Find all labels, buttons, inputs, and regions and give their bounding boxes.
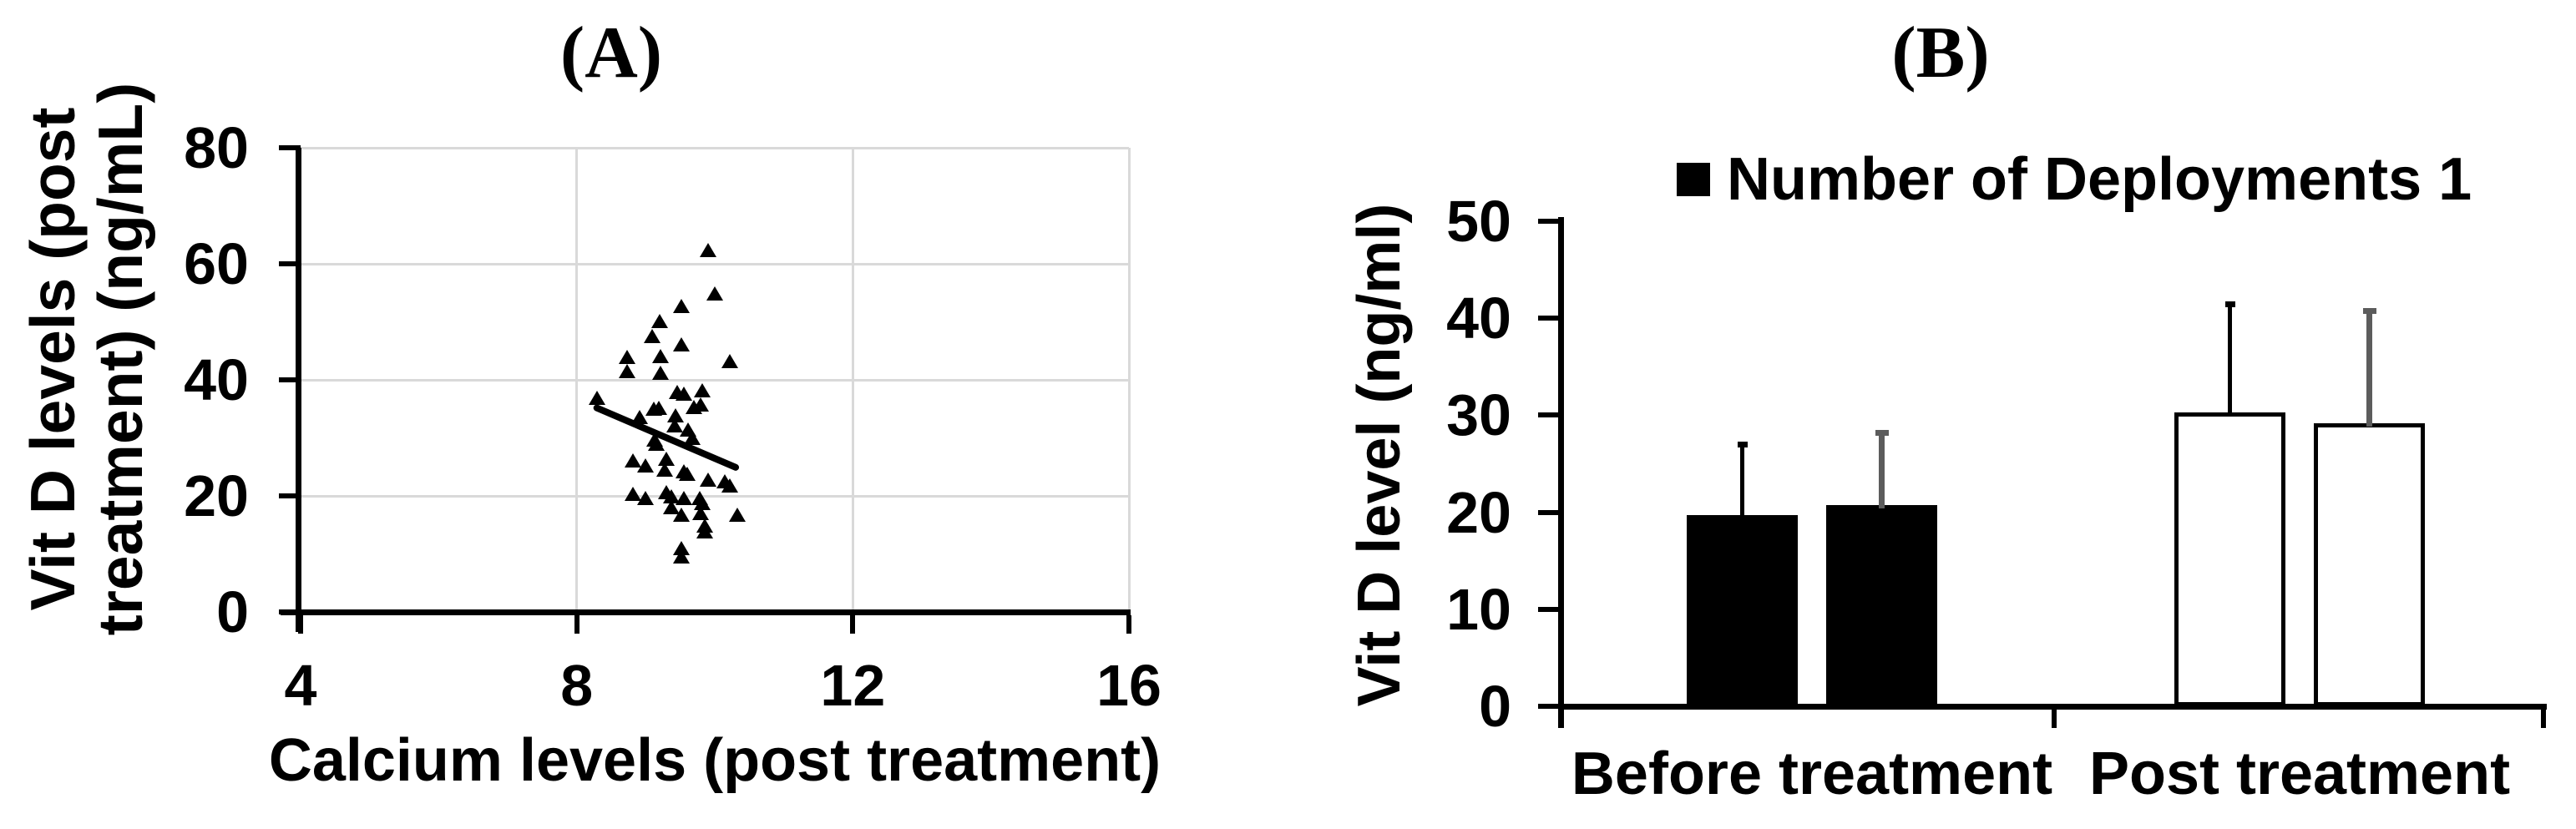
scatter-point [647,437,665,452]
panel-a-x-axis-label: Calcium levels (post treatment) [268,727,1161,794]
scatter-point [696,524,713,539]
panel-b-y-tick-label: 40 [1446,286,1511,351]
scatter-point [694,383,711,398]
panel-a-x-tick-label: 4 [284,653,317,718]
scatter-point [729,507,746,522]
panel-a-x-tick-label: 8 [560,653,594,718]
gridline-horizontal [301,262,1129,265]
legend-swatch-icon [1677,163,1710,196]
bar [1687,515,1798,706]
category-label: Before treatment [1571,741,2053,807]
panel-b-y-tick [1538,412,1560,418]
panel-b-y-tick [1538,509,1560,515]
panel-b-y-tick [1538,219,1560,224]
panel-a-x-tick [850,615,856,634]
scatter-point [721,478,739,493]
error-bar-cap [1737,442,1748,448]
panel-a-x-tick [1126,615,1132,634]
error-bar-line [2366,309,2372,427]
panel-b-y-tick [1538,316,1560,321]
panel-b-y-tick-label: 30 [1446,382,1511,448]
scatter-point [673,298,691,313]
panel-a-y-tick-label: 0 [216,579,249,644]
panel-b-x-tick [2052,710,2057,728]
scatter-point [651,365,669,380]
scatter-point [699,243,716,257]
scatter-point [683,431,701,446]
gridline-horizontal [301,146,1129,149]
panel-a-x-tick [574,615,579,634]
gridline-vertical [1127,148,1131,612]
scatter-point [643,328,660,343]
panel-a-y-axis-line [296,148,301,632]
scatter-point [673,337,691,352]
category-label: Post treatment [2088,741,2511,807]
legend-label: Number of Deployments 1 [1727,146,2472,213]
scatter-point [721,353,739,368]
panel-a-y-tick-label: 20 [184,463,249,528]
bar [2174,412,2285,706]
panel-a-y-tick [279,609,301,614]
scatter-point [650,313,668,328]
panel-b-y-tick-label: 20 [1446,479,1511,545]
scatter-point [666,417,684,432]
scatter-point [589,391,606,406]
panel-b-y-tick-label: 50 [1446,189,1511,254]
panel-b-y-tick-label: 10 [1446,576,1511,642]
scatter-point [686,399,703,414]
scatter-point [619,364,636,379]
panel-b-x-tick [1558,710,1563,728]
panel-a-y-axis-label-line1: Vit D levels (post [18,107,88,611]
panel-a-x-tick [298,615,303,634]
error-bar-cap [2362,307,2376,314]
scatter-point [636,457,654,473]
panel-b-y-tick-label: 0 [1479,674,1511,739]
scatter-point [673,507,691,522]
panel-a-x-axis-line [281,609,1131,615]
bar [1826,505,1937,706]
panel-a-x-tick-label: 12 [820,653,886,718]
scatter-point [650,401,668,416]
scatter-point [651,349,669,364]
error-bar-cap [1875,430,1889,437]
panel-a-y-tick [279,377,301,382]
scatter-point [678,467,696,482]
gridline-vertical [851,148,854,612]
panel-b-x-tick [2541,710,2546,728]
panel-a-title: (A) [559,13,663,94]
scatter-point [619,349,636,364]
panel-a-x-tick-label: 16 [1096,653,1161,718]
panel-b-x-axis-line [1558,704,2547,710]
panel-a-y-tick [279,261,301,266]
panel-b-y-tick [1538,606,1560,612]
scatter-point [673,548,691,564]
panel-b-legend: Number of Deployments 1 [1677,146,2472,213]
gridline-vertical [575,148,579,612]
scatter-point [706,286,724,301]
error-bar-line [1879,432,1885,509]
scatter-point [636,490,654,505]
bar [2314,422,2425,706]
error-bar-line [1740,443,1744,519]
error-bar-line [2228,302,2232,416]
scatter-point [675,386,692,401]
panel-a-y-tick [279,493,301,498]
gridline-horizontal [301,378,1129,382]
panel-b-y-tick [1538,704,1560,709]
panel-a-y-tick [279,145,301,150]
panel-a-y-tick-label: 40 [184,347,249,412]
scatter-point [691,505,709,520]
error-bar-cap [2224,301,2235,307]
panel-a-y-tick-label: 80 [184,115,249,180]
panel-b-title: (B) [1891,13,1990,94]
gridline-horizontal [301,494,1129,498]
panel-b-y-axis-line [1558,217,1564,728]
scatter-point [655,462,673,477]
panel-a-y-tick-label: 60 [184,231,249,296]
scatter-point [699,473,716,488]
